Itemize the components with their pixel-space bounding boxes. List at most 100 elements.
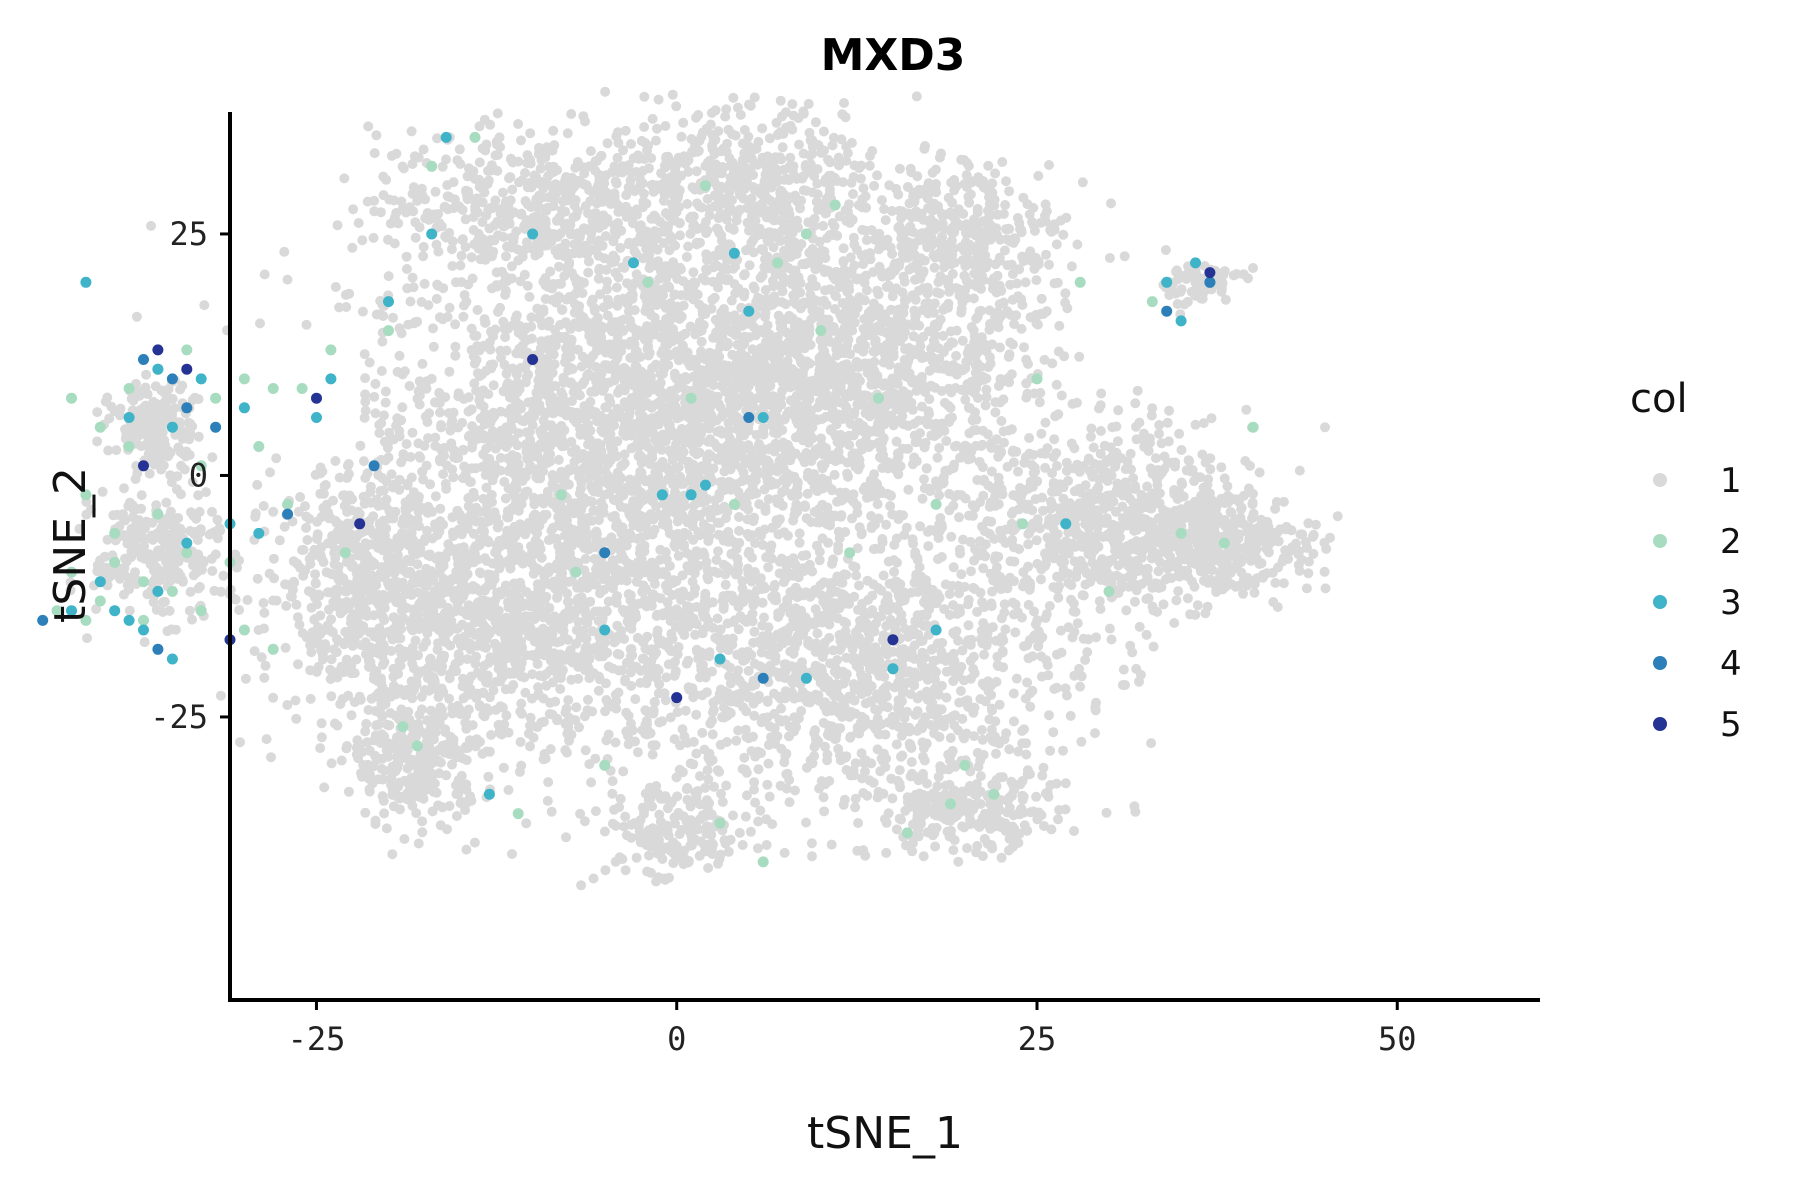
- point-1: [977, 439, 988, 450]
- point-1: [580, 427, 591, 437]
- point-1: [732, 553, 743, 564]
- point-1: [719, 466, 730, 477]
- point-1: [484, 337, 495, 348]
- point-1: [557, 665, 568, 675]
- point-1: [596, 425, 607, 436]
- point-1: [414, 599, 425, 610]
- point-1: [310, 569, 321, 580]
- point-1: [557, 568, 568, 579]
- point-1: [707, 371, 718, 382]
- point-1: [566, 377, 576, 388]
- point-1: [688, 267, 699, 278]
- point-1: [793, 419, 803, 429]
- point-1: [853, 464, 864, 475]
- point-1: [696, 528, 707, 539]
- point-1: [739, 270, 749, 281]
- point-1: [589, 410, 599, 421]
- point-1: [602, 310, 613, 321]
- point-1: [583, 544, 594, 555]
- point-1: [453, 388, 464, 399]
- point-1: [790, 291, 800, 302]
- point-1: [625, 533, 636, 544]
- point-1: [603, 596, 614, 607]
- point-1: [662, 522, 673, 533]
- point-1: [811, 476, 822, 487]
- point-1: [792, 334, 803, 345]
- point-1: [854, 292, 865, 303]
- point-1: [731, 357, 742, 368]
- point-1: [931, 418, 941, 429]
- point-1: [818, 449, 829, 460]
- point-1: [858, 426, 869, 437]
- point-1: [746, 365, 757, 376]
- point-1: [481, 482, 492, 493]
- point-1: [459, 290, 470, 300]
- point-1: [508, 385, 519, 396]
- point-1: [704, 469, 715, 480]
- point-1: [279, 246, 290, 257]
- point-1: [567, 364, 578, 375]
- point-1: [817, 533, 828, 544]
- point-1: [479, 595, 489, 606]
- point-1: [645, 474, 656, 485]
- point-1: [490, 638, 500, 649]
- point-1: [1320, 422, 1330, 433]
- point-1: [506, 684, 517, 694]
- point-1: [838, 256, 849, 267]
- point-1: [626, 680, 637, 691]
- point-1: [840, 487, 851, 498]
- point-1: [1034, 397, 1045, 408]
- point-1: [762, 320, 773, 331]
- point-1: [542, 795, 553, 806]
- point-1: [583, 369, 594, 379]
- point-1: [638, 411, 648, 422]
- point-1: [488, 604, 499, 614]
- point-1: [614, 340, 625, 350]
- point-1: [996, 377, 1007, 388]
- point-1: [566, 436, 577, 447]
- point-1: [591, 529, 602, 539]
- point-1: [703, 420, 714, 431]
- point-1: [872, 285, 883, 296]
- point-1: [461, 844, 472, 855]
- point-1: [650, 419, 661, 430]
- point-1: [569, 298, 580, 309]
- point-1: [1113, 405, 1124, 416]
- point-1: [976, 362, 986, 372]
- point-1: [597, 611, 608, 622]
- point-1: [572, 506, 583, 517]
- point-1: [534, 366, 545, 377]
- point-1: [1119, 251, 1130, 262]
- point-1: [829, 469, 840, 480]
- point-1: [591, 382, 602, 393]
- point-1: [656, 408, 667, 419]
- point-1: [489, 470, 500, 481]
- point-1: [506, 505, 517, 516]
- point-1: [631, 269, 642, 280]
- point-1: [513, 255, 524, 266]
- point-1: [901, 360, 912, 371]
- point-1: [620, 430, 631, 441]
- point-1: [466, 671, 477, 682]
- point-1: [924, 394, 935, 405]
- point-1: [513, 542, 524, 553]
- point-1: [878, 433, 889, 444]
- point-1: [460, 563, 471, 574]
- point-1: [446, 417, 457, 428]
- point-1: [677, 377, 688, 387]
- point-1: [592, 370, 603, 381]
- point-1: [603, 363, 614, 374]
- point-1: [613, 569, 624, 580]
- point-1: [394, 323, 405, 334]
- point-1: [259, 607, 270, 618]
- point-1: [495, 676, 506, 687]
- point-1: [649, 329, 660, 340]
- point-1: [413, 438, 424, 449]
- point-1: [632, 747, 643, 758]
- point-1: [456, 250, 467, 261]
- point-1: [392, 413, 403, 424]
- point-1: [626, 282, 637, 293]
- point-1: [448, 407, 459, 418]
- point-1: [428, 341, 439, 352]
- point-1: [571, 638, 582, 649]
